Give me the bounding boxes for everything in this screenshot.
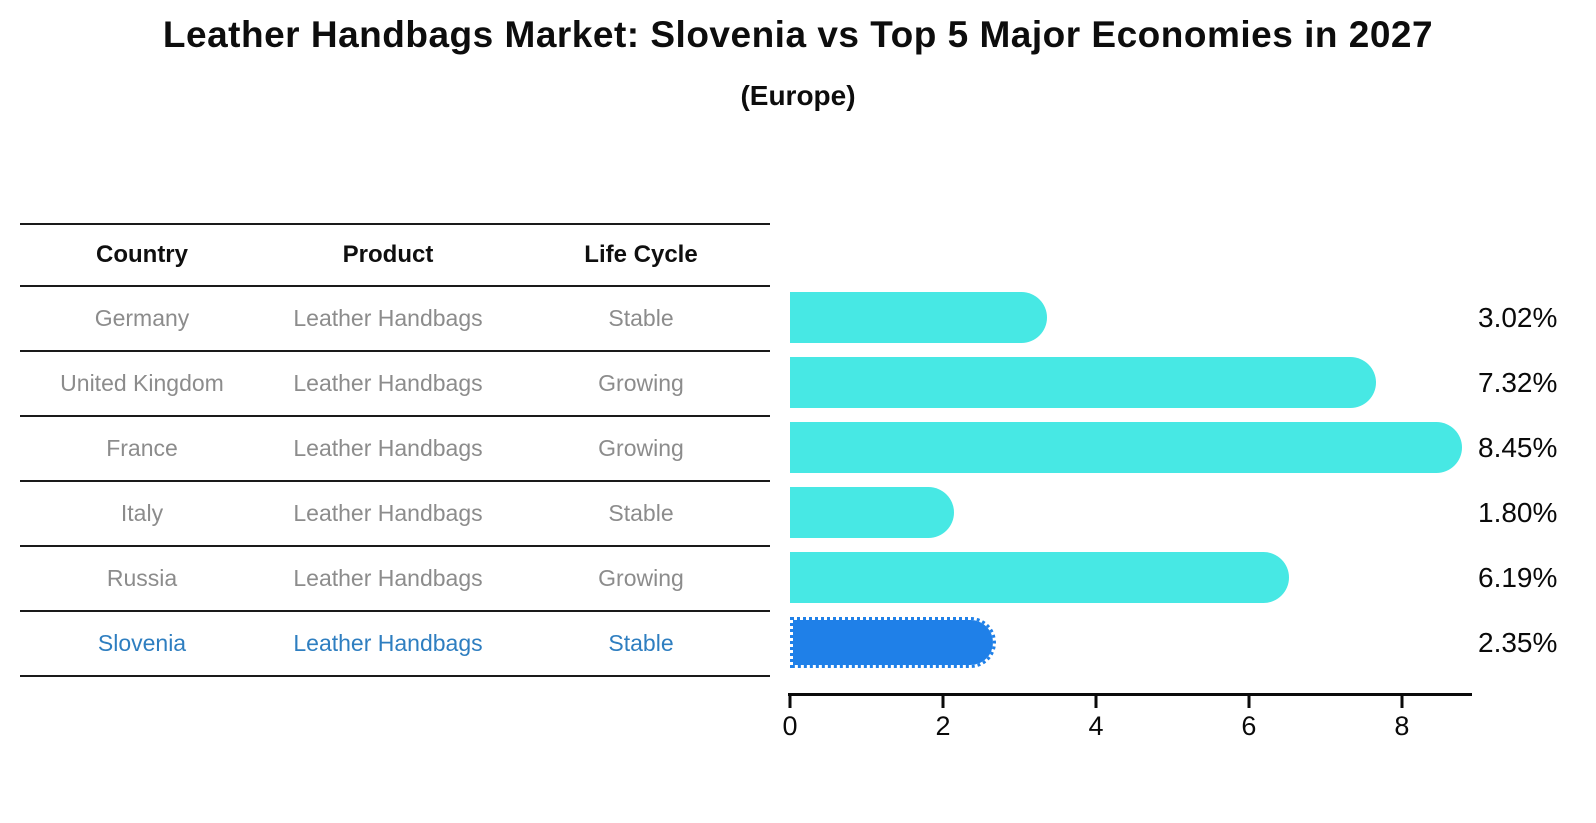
bar-russia xyxy=(790,552,1290,603)
table-row-france: France Leather Handbags Growing xyxy=(20,417,770,482)
x-axis-line xyxy=(788,693,1472,696)
table-cell-country: Italy xyxy=(120,500,164,526)
table-cell-product: Leather Handbags xyxy=(293,435,483,461)
value-label-germany: 3.02% xyxy=(1478,302,1558,333)
table-cell-country: France xyxy=(106,435,178,461)
table-cell-life-cycle: Growing xyxy=(598,565,684,591)
value-label-france: 8.45% xyxy=(1478,432,1558,463)
table-cell-life-cycle: Growing xyxy=(598,435,684,461)
table-cell-life-cycle: Stable xyxy=(608,630,674,656)
comparison-table: Country Product Life Cycle Germany Leathe… xyxy=(20,223,770,677)
table-row-russia: Russia Leather Handbags Growing xyxy=(20,547,770,612)
table-cell-country: United Kingdom xyxy=(60,370,224,396)
table-header-country: Country xyxy=(96,241,188,268)
table-cell-country: Germany xyxy=(94,305,190,331)
x-tick-label-4: 4 xyxy=(1088,711,1104,741)
table-cell-country: Slovenia xyxy=(97,630,187,656)
table-row-germany: Germany Leather Handbags Stable xyxy=(20,287,770,352)
value-label-italy: 1.80% xyxy=(1478,497,1558,528)
value-label-united-kingdom: 7.32% xyxy=(1478,367,1558,398)
table-cell-product: Leather Handbags xyxy=(293,370,483,396)
table-body: Germany Leather Handbags Stable United King… xyxy=(20,287,770,677)
bar-slovenia xyxy=(790,617,996,668)
x-tick-0 xyxy=(788,695,792,708)
table-row-slovenia: Slovenia Leather Handbags Stable xyxy=(20,612,770,677)
table-cell-country: Russia xyxy=(106,565,178,591)
bar-chart xyxy=(790,285,1470,675)
table-header-life-cycle: Life Cycle xyxy=(584,241,698,268)
x-tick-2 xyxy=(941,695,945,708)
x-tick-label-6: 6 xyxy=(1241,711,1257,741)
bar-italy xyxy=(790,487,954,538)
table-cell-product: Leather Handbags xyxy=(293,630,483,656)
table-cell-life-cycle: Stable xyxy=(608,500,674,526)
table-header-product: Product xyxy=(342,241,434,268)
x-tick-label-2: 2 xyxy=(935,711,951,741)
value-label-slovenia: 2.35% xyxy=(1478,627,1558,658)
table-cell-life-cycle: Stable xyxy=(608,305,674,331)
x-axis: 0 2 4 6 8 xyxy=(782,693,1472,753)
page-title: Leather Handbags Market: Slovenia vs Top… xyxy=(162,14,1434,55)
value-label-russia: 6.19% xyxy=(1478,562,1558,593)
table-row-united-kingdom: United Kingdom Leather Handbags Growing xyxy=(20,352,770,417)
table-cell-product: Leather Handbags xyxy=(293,305,483,331)
x-tick-label-8: 8 xyxy=(1394,711,1410,741)
x-tick-label-0: 0 xyxy=(782,711,798,741)
table-cell-product: Leather Handbags xyxy=(293,500,483,526)
table-header-row: Country Product Life Cycle xyxy=(20,225,770,287)
bar-france xyxy=(790,422,1463,473)
x-tick-4 xyxy=(1094,695,1098,708)
table-cell-product: Leather Handbags xyxy=(293,565,483,591)
x-tick-8 xyxy=(1400,695,1404,708)
bar-united-kingdom xyxy=(790,357,1376,408)
page-subtitle: (Europe) xyxy=(740,80,856,111)
bar-germany xyxy=(790,292,1047,343)
x-tick-6 xyxy=(1247,695,1251,708)
table-cell-life-cycle: Growing xyxy=(598,370,684,396)
table-row-italy: Italy Leather Handbags Stable xyxy=(20,482,770,547)
